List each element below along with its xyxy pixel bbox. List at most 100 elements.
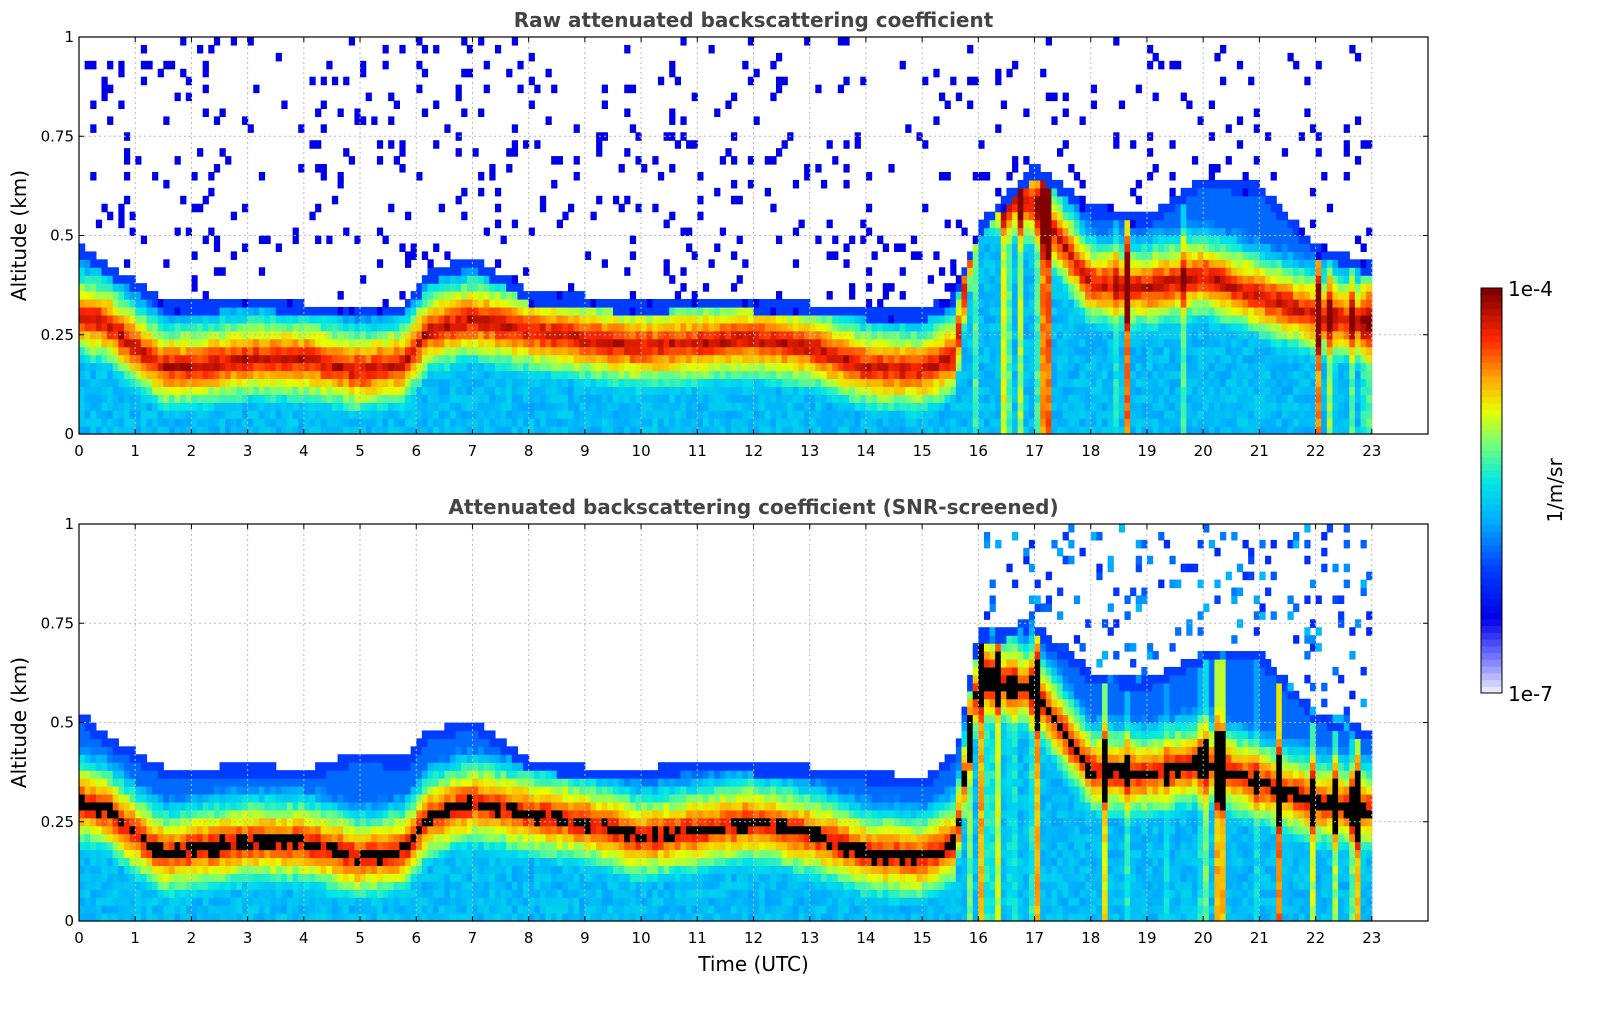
heatmap-cell xyxy=(714,354,721,364)
heatmap-cell xyxy=(562,211,569,221)
heatmap-cell xyxy=(1259,338,1266,348)
heatmap-cell xyxy=(466,314,474,324)
heatmap-cell xyxy=(337,314,344,324)
heatmap-cell xyxy=(877,394,884,403)
heatmap-cell xyxy=(983,306,991,316)
heatmap-cell xyxy=(270,330,277,340)
heatmap-cell xyxy=(1068,418,1075,427)
heatmap-cell xyxy=(1203,283,1210,292)
heatmap-cell xyxy=(899,322,906,332)
heatmap-cell xyxy=(1180,267,1187,276)
heatmap-cell xyxy=(1146,283,1154,292)
heatmap-cell xyxy=(1191,410,1199,419)
heatmap-cell xyxy=(1130,259,1137,268)
heatmap-cell xyxy=(1158,386,1165,395)
heatmap-cell xyxy=(146,418,153,427)
heatmap-cell xyxy=(792,306,800,316)
heatmap-cell xyxy=(1130,394,1137,403)
heatmap-cell xyxy=(320,171,327,181)
heatmap-cell xyxy=(871,370,878,380)
heatmap-cell xyxy=(877,314,884,324)
heatmap-cell xyxy=(1141,418,1148,427)
heatmap-cell xyxy=(1141,267,1148,276)
heatmap-cell xyxy=(1163,386,1171,395)
heatmap-cell xyxy=(629,386,637,395)
heatmap-cell xyxy=(264,370,271,380)
heatmap-cell xyxy=(1248,211,1255,221)
heatmap-cell xyxy=(101,299,108,308)
heatmap-cell xyxy=(1270,418,1277,427)
heatmap-cell xyxy=(242,410,249,419)
heatmap-cell xyxy=(449,418,457,427)
heatmap-cell xyxy=(882,410,889,419)
heatmap-cell xyxy=(573,338,580,348)
heatmap-cell xyxy=(1242,235,1249,245)
heatmap-cell xyxy=(1214,314,1221,324)
heatmap-cell xyxy=(1028,283,1036,292)
heatmap-cell xyxy=(1000,378,1008,387)
heatmap-cell xyxy=(1197,195,1204,205)
heatmap-cell xyxy=(826,346,833,356)
heatmap-cell xyxy=(303,410,311,419)
heatmap-cell xyxy=(1113,211,1120,221)
heatmap-cell xyxy=(1057,299,1064,308)
heatmap-cell xyxy=(826,410,833,419)
heatmap-cell xyxy=(1276,291,1283,300)
heatmap-cell xyxy=(1270,426,1277,435)
heatmap-cell xyxy=(112,418,119,427)
heatmap-cell xyxy=(1079,322,1086,332)
heatmap-cell xyxy=(1276,259,1283,268)
heatmap-cell xyxy=(787,378,794,387)
heatmap-cell xyxy=(871,354,878,364)
heatmap-cell xyxy=(950,426,957,435)
heatmap-cell xyxy=(674,370,682,380)
heatmap-cell xyxy=(697,195,704,205)
heatmap-cell xyxy=(1203,314,1210,324)
heatmap-cell xyxy=(1141,243,1148,252)
heatmap-cell xyxy=(1186,418,1193,427)
heatmap-cell xyxy=(972,386,979,395)
heatmap-cell xyxy=(275,338,282,348)
heatmap-cell xyxy=(1085,354,1092,364)
heatmap-cell xyxy=(792,410,800,419)
heatmap-cell xyxy=(849,291,856,300)
heatmap-cell xyxy=(989,354,996,364)
heatmap-cell xyxy=(809,330,816,340)
heatmap-cell xyxy=(972,275,979,284)
heatmap-cell xyxy=(1068,235,1075,245)
heatmap-cell xyxy=(1017,291,1024,300)
heatmap-cell xyxy=(652,426,659,435)
heatmap-cell xyxy=(517,426,524,435)
heatmap-cell xyxy=(1000,410,1008,419)
heatmap-cell xyxy=(253,370,260,380)
heatmap-cell xyxy=(107,394,114,403)
heatmap-cell xyxy=(1203,251,1210,260)
heatmap-cell xyxy=(545,299,552,308)
heatmap-cell xyxy=(483,338,490,348)
heatmap-cell xyxy=(1242,410,1249,419)
heatmap-cell xyxy=(478,291,485,300)
heatmap-cell xyxy=(725,346,732,356)
heatmap-cell xyxy=(742,338,749,348)
heatmap-cell xyxy=(674,322,682,332)
heatmap-cell xyxy=(714,108,721,117)
heatmap-cell xyxy=(1113,426,1120,435)
heatmap-cell xyxy=(612,306,620,316)
heatmap-cell xyxy=(275,362,282,372)
heatmap-cell xyxy=(1124,251,1131,260)
heatmap-cell xyxy=(860,418,867,427)
heatmap-cell xyxy=(1090,235,1097,245)
heatmap-cell xyxy=(686,338,693,348)
heatmap-cell xyxy=(1231,267,1238,276)
heatmap-cell xyxy=(123,394,131,403)
heatmap-cell xyxy=(202,195,209,205)
heatmap-cell xyxy=(455,418,462,427)
heatmap-cell xyxy=(1090,267,1097,276)
heatmap-cell xyxy=(927,402,934,411)
heatmap-cell xyxy=(1051,378,1058,387)
heatmap-cell xyxy=(1040,306,1047,316)
heatmap-cell xyxy=(483,322,490,332)
heatmap-cell xyxy=(174,322,181,332)
heatmap-cell xyxy=(393,426,400,435)
heatmap-cell xyxy=(1225,235,1232,245)
